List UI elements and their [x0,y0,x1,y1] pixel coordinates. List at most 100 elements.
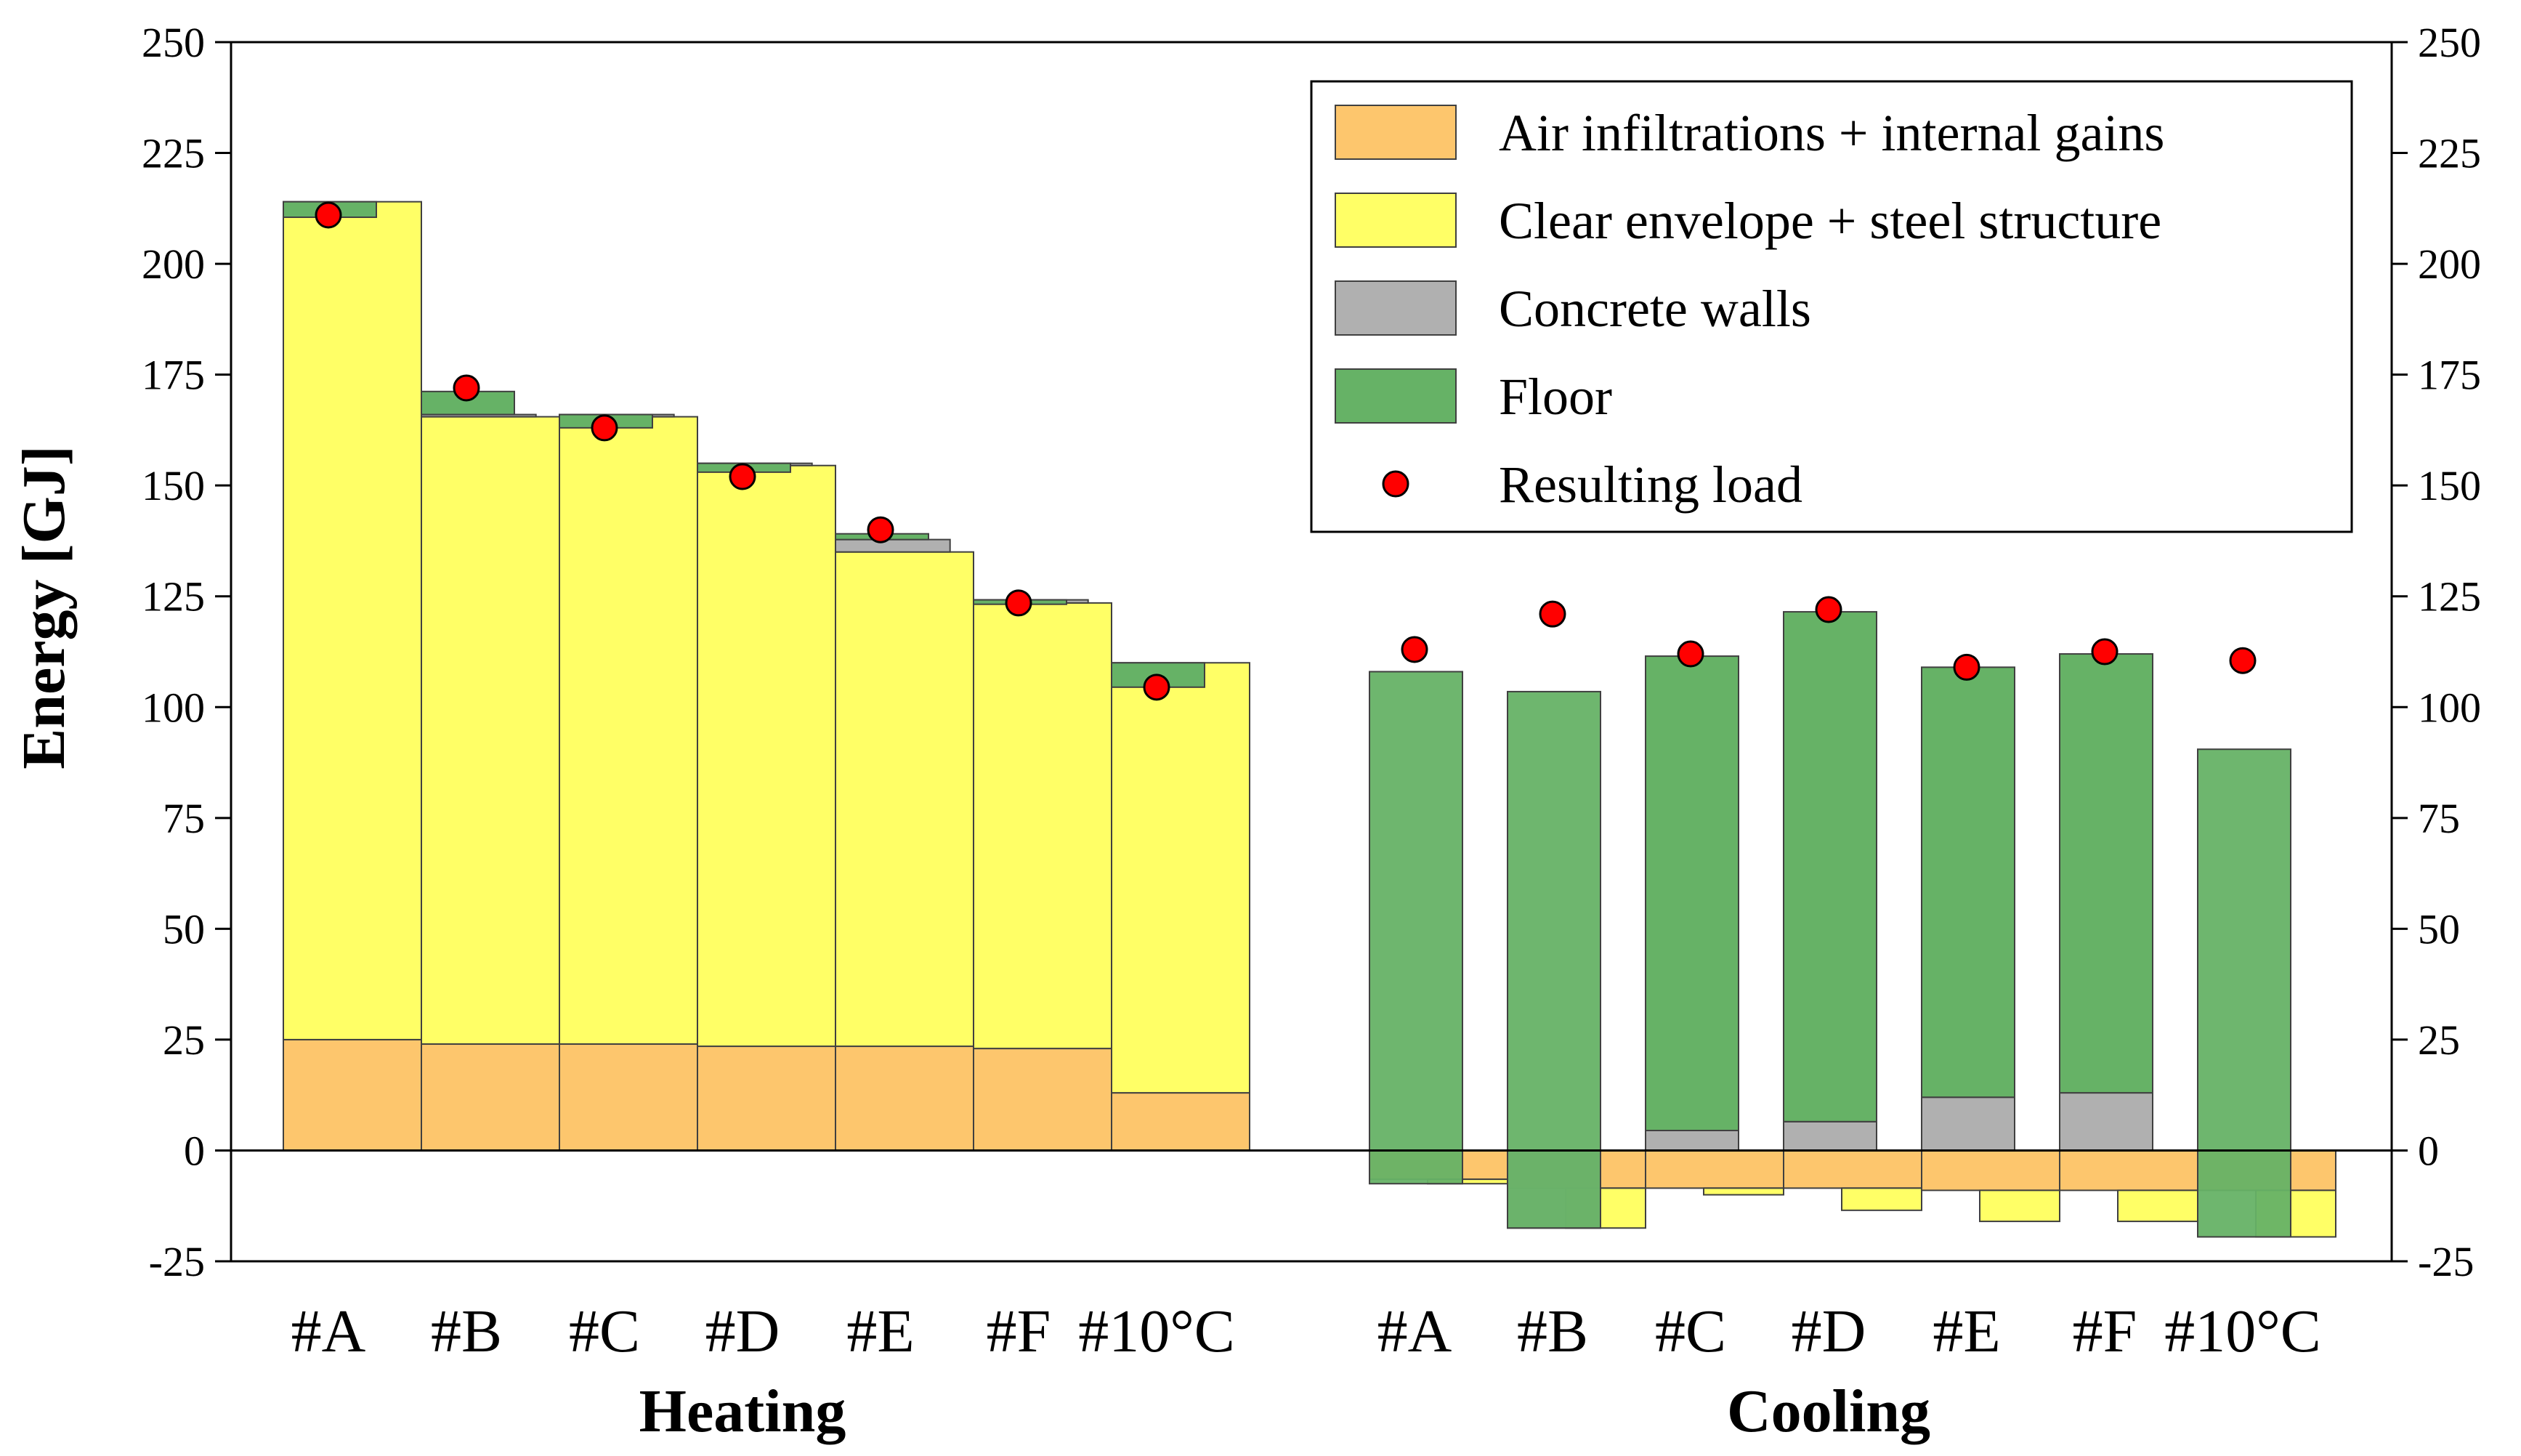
x-category-label: #C [1655,1298,1726,1365]
y-tick-label-right: 200 [2418,240,2481,288]
x-category-label: #A [1377,1298,1452,1365]
x-axis-labels: #A #B #C #D #E #F #10°C Heating #A #B #C #D #E #F #10°… [291,1298,2321,1445]
cooling-bar-floor [1507,690,1601,1229]
cooling-bar-air [1645,1149,1784,1189]
y-tick-label-left: -25 [149,1238,205,1285]
heating-bar-envelope [1111,662,1250,1094]
legend-label: Clear envelope + steel structure [1499,192,2161,250]
legend-label: Floor [1499,368,1612,426]
y-tick-label-left: 225 [142,130,205,177]
y-tick-label-right: 150 [2418,462,2481,509]
resulting-load-marker [1953,653,1980,681]
cooling-bar-envelope [1979,1189,2060,1223]
y-axis-left: -25 0 25 50 75 100 125 150 175 200 225 250 [142,19,231,1285]
y-tick-label-right: 75 [2418,795,2460,842]
x-category-label: #C [569,1298,640,1365]
legend-marker [1382,470,1409,498]
heating-bar-air [421,1043,560,1152]
cooling-bar-envelope [1703,1187,1784,1196]
group-title: Cooling [1727,1378,1930,1445]
legend-label: Air infiltrations + internal gains [1499,104,2164,162]
x-category-label: #10°C [2164,1298,2321,1365]
cooling-bar-concrete [1783,1120,1877,1152]
y-tick-label-left: 175 [142,352,205,399]
legend-label: Resulting load [1499,456,1802,514]
resulting-load-marker [867,516,894,543]
resulting-load-marker [1143,674,1170,701]
cooling-bar-floor [1783,611,1877,1123]
x-category-label: #B [1517,1298,1588,1365]
resulting-load-marker [1401,636,1428,663]
resulting-load-marker [315,201,342,229]
y-tick-label-right: 225 [2418,130,2481,177]
cooling-bar-floor [1645,655,1739,1131]
y-tick-label-left: 200 [142,240,205,288]
cooling-bar-concrete [2059,1092,2153,1152]
heating-bar-air [559,1043,698,1152]
cooling-bar-concrete [1645,1129,1739,1152]
legend: Air infiltrations + internal gains Clear … [1310,80,2353,533]
y-axis-title: Energy [GJ] [10,445,78,769]
x-category-label: #F [2073,1298,2137,1365]
x-category-label: #D [705,1298,780,1365]
y-tick-label-left: 75 [163,795,205,842]
cooling-bar-air [1783,1149,1922,1189]
legend-swatch [1335,280,1457,336]
cooling-bar-floor [2197,748,2291,1238]
resulting-load-marker [2091,638,2119,666]
y-tick-label-right: 25 [2418,1016,2460,1064]
heating-bar-envelope [559,416,698,1046]
heating-bar-air [697,1046,836,1152]
heating-bar-envelope [283,201,422,1040]
x-category-label: #F [987,1298,1051,1365]
resulting-load-marker [1815,596,1842,623]
y-tick-label-left: 150 [142,462,205,509]
cooling-bar-floor [1921,666,2015,1099]
x-category-label: #E [1933,1298,2000,1365]
cooling-bar-floor [2059,653,2153,1094]
group-title: Heating [639,1378,846,1445]
heating-bar-air [283,1038,422,1152]
resulting-load-marker [453,374,480,402]
y-tick-label-right: 100 [2418,684,2481,731]
cooling-bar-air [1921,1149,2060,1192]
heating-bar-envelope [835,551,974,1048]
heating-bar-envelope [697,464,836,1048]
resulting-load-marker [729,463,756,490]
plot-area [230,41,2393,1263]
x-category-label: #10°C [1078,1298,1235,1365]
legend-label: Concrete walls [1499,280,1811,338]
heating-bar-concrete [835,538,951,553]
legend-swatch [1335,105,1457,160]
x-category-label: #A [291,1298,366,1365]
resulting-load-marker [1005,589,1032,617]
heating-bar-air [835,1046,974,1152]
legend-swatch [1335,193,1457,248]
y-tick-label-right: -25 [2418,1238,2474,1285]
cooling-bar-envelope [1841,1187,1922,1211]
heating-bar-air [973,1048,1112,1152]
resulting-load-marker [591,414,618,442]
x-category-label: #E [846,1298,914,1365]
y-tick-label-left: 100 [142,684,205,731]
plot-frame [230,41,2393,1263]
y-axis-right: -25 0 25 50 75 100 125 150 175 200 225 250 [2392,19,2481,1285]
y-tick-label-right: 50 [2418,905,2460,953]
y-tick-label-left: 25 [163,1016,205,1064]
y-tick-label-right: 125 [2418,573,2481,620]
heating-bar-envelope [421,416,560,1046]
y-tick-label-left: 125 [142,573,205,620]
x-category-label: #D [1792,1298,1866,1365]
y-tick-label-right: 0 [2418,1127,2439,1174]
heating-bar-envelope [973,602,1112,1050]
resulting-load-marker [2229,647,2257,674]
y-tick-label-left: 0 [184,1127,205,1174]
cooling-bar-floor [1369,671,1463,1185]
legend-box [1310,80,2353,533]
resulting-load-marker [1677,640,1704,668]
cooling-bar-concrete [1921,1096,2015,1152]
y-tick-label-left: 250 [142,19,205,66]
y-tick-label-left: 50 [163,905,205,953]
x-category-label: #B [431,1298,502,1365]
